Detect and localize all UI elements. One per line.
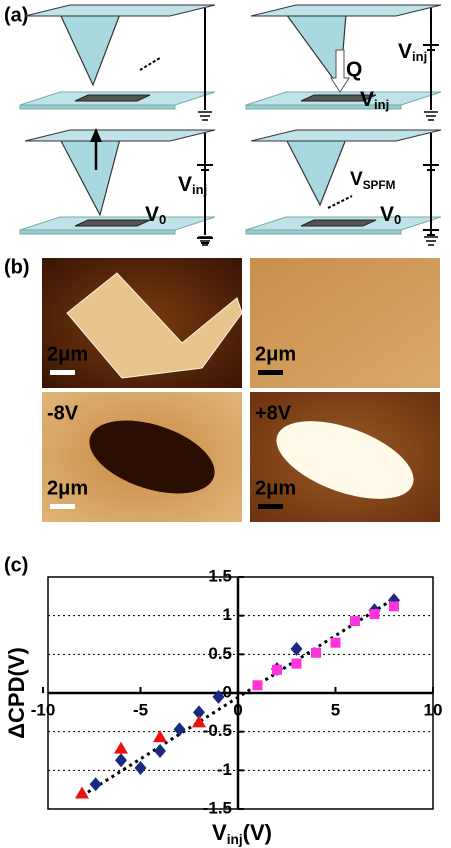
page: { "panel_a": { "label": "(a)", "texts": … <box>0 0 451 848</box>
bias-label: -8V <box>47 402 79 424</box>
bias-label: +8V <box>255 402 292 424</box>
y-tick-label: 0.5 <box>208 644 232 663</box>
sample-plate-edge <box>20 105 175 109</box>
data-point <box>115 753 127 767</box>
panel-label: (c) <box>4 554 28 576</box>
data-point <box>292 659 302 669</box>
data-point <box>174 722 186 736</box>
schematic-label: V0 <box>145 203 166 228</box>
sample-plate-edge <box>246 230 401 234</box>
scale-label: 2μm <box>47 477 88 499</box>
data-point <box>253 680 263 690</box>
figure: (a)VinjQVinjVinjV0VSPFMV0(b)2μm2μm2μm-8V… <box>0 0 451 848</box>
y-axis-label: ΔCPD(V) <box>4 647 29 739</box>
data-point <box>350 616 360 626</box>
data-point <box>389 601 399 611</box>
data-point <box>291 642 303 656</box>
x-tick-label: 0 <box>233 700 242 719</box>
schematic-label: VSPFM <box>350 169 396 192</box>
x-axis-label-base: V <box>212 820 227 845</box>
data-point <box>114 742 128 754</box>
x-tick-label: 10 <box>424 700 443 719</box>
x-tick-label: 5 <box>331 700 340 719</box>
scale-label: 2μm <box>47 343 88 365</box>
schematic-label: Q <box>346 58 362 81</box>
data-point <box>311 648 321 658</box>
flake <box>75 220 150 226</box>
schematic-label-base: V <box>350 169 363 190</box>
y-tick-label: 0 <box>223 682 232 701</box>
scale-bar <box>258 504 283 509</box>
y-tick-label: -0.5 <box>203 721 232 740</box>
schematic-label-sub: SPFM <box>363 179 396 192</box>
scale-bar <box>258 370 283 375</box>
schematic-label-sub: 0 <box>394 212 401 227</box>
data-point <box>154 744 166 758</box>
schematic-label: Vinj <box>398 40 427 65</box>
y-tick-label: 1.5 <box>208 566 232 585</box>
schematic-label-base: V <box>360 88 374 111</box>
cantilever <box>251 5 441 16</box>
scale-bar <box>50 504 75 509</box>
schematic-label-base: V <box>380 203 394 226</box>
schematic-label-base: V <box>145 203 159 226</box>
data-point <box>370 609 380 619</box>
data-point <box>75 787 89 799</box>
flake <box>301 220 376 226</box>
arrow <box>328 196 352 208</box>
tip <box>286 139 346 205</box>
x-tick-label: -10 <box>31 700 56 719</box>
schematic-label: Vinj <box>178 173 207 198</box>
y-tick-label: 1 <box>223 605 232 624</box>
data-point <box>272 665 282 675</box>
tip <box>60 14 120 85</box>
schematic-label-base: V <box>178 173 192 196</box>
cantilever <box>251 130 441 141</box>
panel-label: (a) <box>4 4 28 26</box>
x-axis-label: Vinj(V) <box>212 820 272 847</box>
panel-label: (b) <box>4 256 30 278</box>
schematic-label-sub: 0 <box>159 212 166 227</box>
scale-bar <box>50 370 75 375</box>
schematic-label-sub: inj <box>374 97 389 112</box>
x-axis-label-rest: (V) <box>243 820 272 845</box>
scale-label: 2μm <box>255 477 296 499</box>
x-axis-label-sub: inj <box>227 832 243 847</box>
arrow <box>140 58 160 70</box>
data-point <box>331 638 341 648</box>
schematic-label-sub: inj <box>192 182 207 197</box>
schematic-label: Vinj <box>360 88 389 113</box>
y-tick-label: -1.5 <box>203 798 232 817</box>
scale-label: 2μm <box>255 343 296 365</box>
cantilever <box>25 5 215 16</box>
tip <box>60 139 120 215</box>
afm-image <box>250 258 440 388</box>
sample-plate-edge <box>20 230 175 234</box>
flake <box>75 95 150 101</box>
schematic-label-base: Q <box>346 58 362 81</box>
schematic-label-base: V <box>398 40 412 63</box>
x-tick-label: -5 <box>133 700 148 719</box>
schematic-label: V0 <box>380 203 401 228</box>
y-tick-label: -1 <box>217 760 232 779</box>
cantilever <box>25 130 215 141</box>
data-point <box>90 777 102 791</box>
schematic-label-sub: inj <box>412 49 427 64</box>
